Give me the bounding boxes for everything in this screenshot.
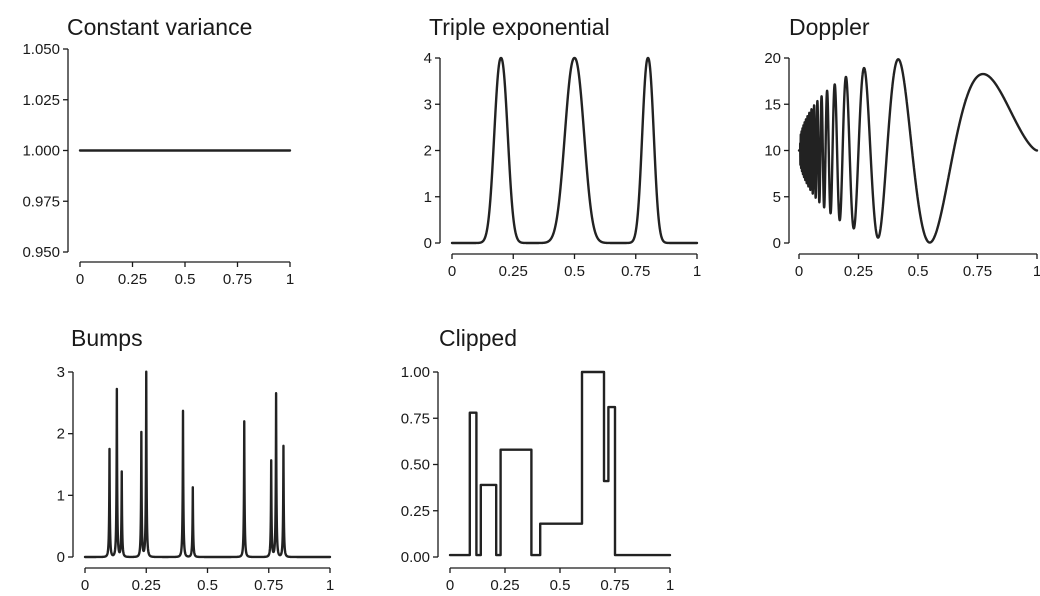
y-tick-label: 20 xyxy=(764,50,781,67)
x-tick-label: 0 xyxy=(448,263,456,280)
chart-title: Clipped xyxy=(439,325,517,351)
chart-title: Constant variance xyxy=(67,14,252,40)
y-tick-label: 0.25 xyxy=(401,503,430,520)
x-tick-label: 0.25 xyxy=(132,577,161,594)
y-tick-label: 0.00 xyxy=(401,549,430,566)
series-line xyxy=(450,56,699,245)
chart-panel-5: Clipped 0 0.25 0.5 0.75 1 0.00 0.25 0.50 0.75 1.00 xyxy=(401,325,674,594)
x-tick-label: 0.25 xyxy=(490,577,519,594)
y-tick-label: 15 xyxy=(764,96,781,113)
y-tick-label: 3 xyxy=(57,364,65,381)
x-tick-label: 0.25 xyxy=(499,263,528,280)
chart-title: Triple exponential xyxy=(429,14,610,40)
series-line xyxy=(83,370,332,559)
x-tick-label: 0 xyxy=(76,271,84,288)
y-tick-label: 0 xyxy=(424,235,432,252)
x-tick-label: 0 xyxy=(795,263,803,280)
x-tick-label: 0 xyxy=(446,577,454,594)
y-tick-label: 1 xyxy=(424,189,432,206)
x-tick-label: 1 xyxy=(1033,263,1040,280)
y-tick-label: 0.75 xyxy=(401,410,430,427)
x-tick-label: 0.5 xyxy=(175,271,196,288)
series-line xyxy=(797,58,1039,244)
x-tick-label: 1 xyxy=(286,271,294,288)
x-tick-label: 0.75 xyxy=(600,577,629,594)
x-tick-label: 0.25 xyxy=(844,263,873,280)
x-tick-label: 0.75 xyxy=(963,263,992,280)
y-tick-label: 0 xyxy=(773,235,781,252)
x-tick-label: 0 xyxy=(81,577,89,594)
x-tick-label: 0.25 xyxy=(118,271,147,288)
y-tick-label: 0.950 xyxy=(22,244,60,261)
y-tick-label: 4 xyxy=(424,50,432,67)
y-tick-label: 2 xyxy=(424,143,432,160)
x-tick-label: 1 xyxy=(326,577,334,594)
chart-panel-4: Bumps 0 0.25 0.5 0.75 1 0 1 2 3 xyxy=(57,325,335,594)
x-tick-label: 1 xyxy=(666,577,674,594)
y-tick-label: 0.50 xyxy=(401,457,430,474)
y-tick-label: 0 xyxy=(57,549,65,566)
x-tick-label: 0.75 xyxy=(254,577,283,594)
x-tick-label: 1 xyxy=(693,263,701,280)
y-tick-label: 5 xyxy=(773,189,781,206)
x-tick-label: 0.5 xyxy=(197,577,218,594)
y-tick-label: 2 xyxy=(57,426,65,443)
x-tick-label: 0.5 xyxy=(564,263,585,280)
chart-title: Bumps xyxy=(71,325,143,351)
chart-title: Doppler xyxy=(789,14,870,40)
y-tick-label: 1.00 xyxy=(401,364,430,381)
x-tick-label: 0.5 xyxy=(908,263,929,280)
y-tick-label: 1.000 xyxy=(22,143,60,160)
x-tick-label: 0.75 xyxy=(621,263,650,280)
chart-panel-2: Triple exponential 0 0.25 0.5 0.75 1 0 1 2 3 4 xyxy=(424,14,702,280)
y-tick-label: 1.050 xyxy=(22,41,60,58)
y-tick-label: 3 xyxy=(424,96,432,113)
y-tick-label: 1.025 xyxy=(22,92,60,109)
series-line xyxy=(448,370,672,557)
chart-panel-1: Constant variance 0 0.25 0.5 0.75 1 0.950 0.975… xyxy=(22,14,294,288)
y-tick-label: 0.975 xyxy=(22,193,60,210)
y-tick-label: 1 xyxy=(57,487,65,504)
x-tick-label: 0.5 xyxy=(550,577,571,594)
x-tick-label: 0.75 xyxy=(223,271,252,288)
y-tick-label: 10 xyxy=(764,143,781,160)
